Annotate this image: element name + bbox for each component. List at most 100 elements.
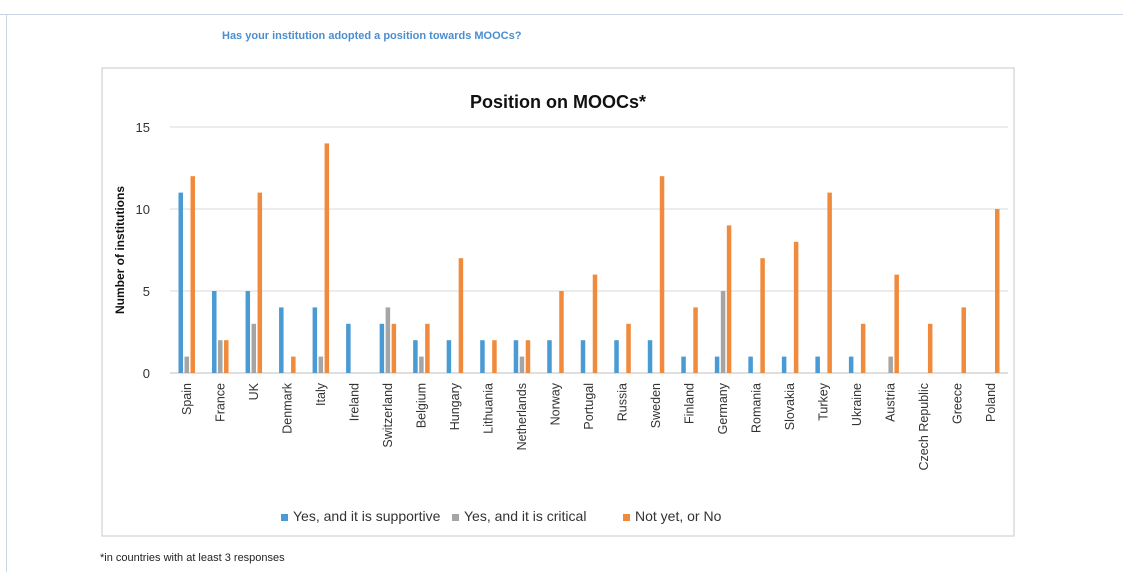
x-category-label: Slovakia [783, 383, 797, 430]
bar-supportive [413, 340, 418, 373]
x-category-label: France [213, 383, 227, 422]
x-category-label: Sweden [649, 383, 663, 428]
y-axis-ticks: 0 5 10 15 [136, 120, 150, 381]
bar-supportive [279, 307, 284, 373]
bar-supportive [714, 356, 720, 373]
bar-supportive [547, 340, 552, 373]
bar-no [257, 192, 263, 373]
bar-supportive [580, 340, 586, 373]
bar-no [224, 340, 229, 373]
bar-no [525, 340, 531, 373]
x-category-label: UK [247, 382, 261, 400]
x-category-label: Russia [616, 383, 630, 421]
x-category-label: Turkey [817, 382, 831, 420]
bar-no [190, 176, 196, 373]
bar-critical [720, 291, 726, 373]
bar-supportive [446, 340, 452, 373]
x-category-label: Austria [884, 383, 898, 422]
bar-supportive [647, 340, 653, 373]
bar-no [994, 209, 1000, 373]
legend-label: Not yet, or No [635, 508, 722, 524]
frame-top-border [0, 14, 1123, 15]
bar-supportive [245, 291, 251, 373]
x-category-label: Poland [984, 383, 998, 422]
x-category-label: Hungary [448, 382, 462, 430]
bar-no [693, 307, 698, 373]
x-category-label: Belgium [414, 383, 428, 428]
bar-no [961, 307, 966, 373]
legend-swatch [281, 514, 288, 521]
bar-no [458, 258, 464, 373]
x-category-label: Finland [683, 383, 697, 424]
x-category-label: Denmark [280, 382, 294, 433]
bar-supportive [513, 340, 519, 373]
x-category-label: Spain [180, 383, 194, 415]
bar-supportive [848, 356, 854, 373]
legend-swatch [452, 514, 459, 521]
bar-critical [519, 356, 525, 373]
bar-no [894, 274, 899, 373]
bar-supportive [178, 192, 184, 373]
legend-swatch [623, 514, 630, 521]
y-tick-label: 5 [143, 284, 150, 299]
bar-no [827, 192, 832, 373]
chart-area-border [101, 67, 1015, 537]
bar-supportive [346, 323, 351, 373]
bar-critical [218, 340, 223, 373]
bar-no [391, 323, 397, 373]
x-category-label: Ukraine [850, 383, 864, 426]
bar-supportive [379, 323, 385, 373]
bar-no [659, 176, 665, 373]
bar-no [559, 291, 564, 373]
bar-supportive [480, 340, 485, 373]
x-category-label: Ireland [347, 383, 361, 421]
bar-no [793, 241, 799, 373]
bar-no [324, 143, 330, 373]
bar-critical [318, 356, 324, 373]
legend-label: Yes, and it is critical [464, 508, 586, 524]
x-category-label: Czech Republic [917, 383, 931, 471]
x-category-label: Portugal [582, 383, 596, 430]
bar-no [425, 323, 430, 373]
bar-critical [184, 356, 190, 373]
bar-supportive [614, 340, 619, 373]
bar-no [726, 225, 732, 373]
x-category-label: Romania [750, 383, 764, 433]
bar-critical [419, 356, 424, 373]
x-category-label: Italy [314, 382, 328, 406]
bar-critical [385, 307, 391, 373]
x-category-label: Lithuania [481, 383, 495, 434]
y-tick-label: 10 [136, 202, 150, 217]
survey-question: Has your institution adopted a position … [222, 30, 522, 42]
frame-left-border [6, 14, 7, 572]
footnote: *in countries with at least 3 responses [100, 552, 285, 564]
bar-no [492, 340, 497, 373]
y-tick-label: 0 [143, 366, 150, 381]
chart-title: Position on MOOCs* [470, 92, 646, 112]
bar-no [626, 323, 631, 373]
bar-supportive [748, 356, 753, 373]
y-tick-label: 15 [136, 120, 150, 135]
bar-supportive [681, 356, 686, 373]
bar-no [927, 323, 933, 373]
y-axis-label: Number of institutions [113, 186, 127, 314]
x-category-label: Norway [548, 382, 562, 425]
bar-supportive [781, 356, 787, 373]
bars [178, 143, 1000, 373]
legend: Yes, and it is supportive Yes, and it is … [281, 508, 722, 524]
bar-supportive [312, 307, 318, 373]
bar-no [860, 323, 866, 373]
x-category-label: Netherlands [515, 383, 529, 450]
bar-no [760, 258, 765, 373]
bar-supportive [212, 291, 217, 373]
x-category-label: Greece [951, 383, 965, 424]
x-category-label: Switzerland [381, 383, 395, 448]
x-category-label: Germany [716, 382, 730, 434]
gridlines [170, 126, 1008, 374]
bar-critical [888, 356, 893, 373]
legend-label: Yes, and it is supportive [293, 508, 441, 524]
x-axis-categories: Spain France UK Denmark Italy Ireland Switzerl… [180, 382, 998, 470]
bar-no [291, 356, 296, 373]
bar-critical [251, 323, 257, 373]
